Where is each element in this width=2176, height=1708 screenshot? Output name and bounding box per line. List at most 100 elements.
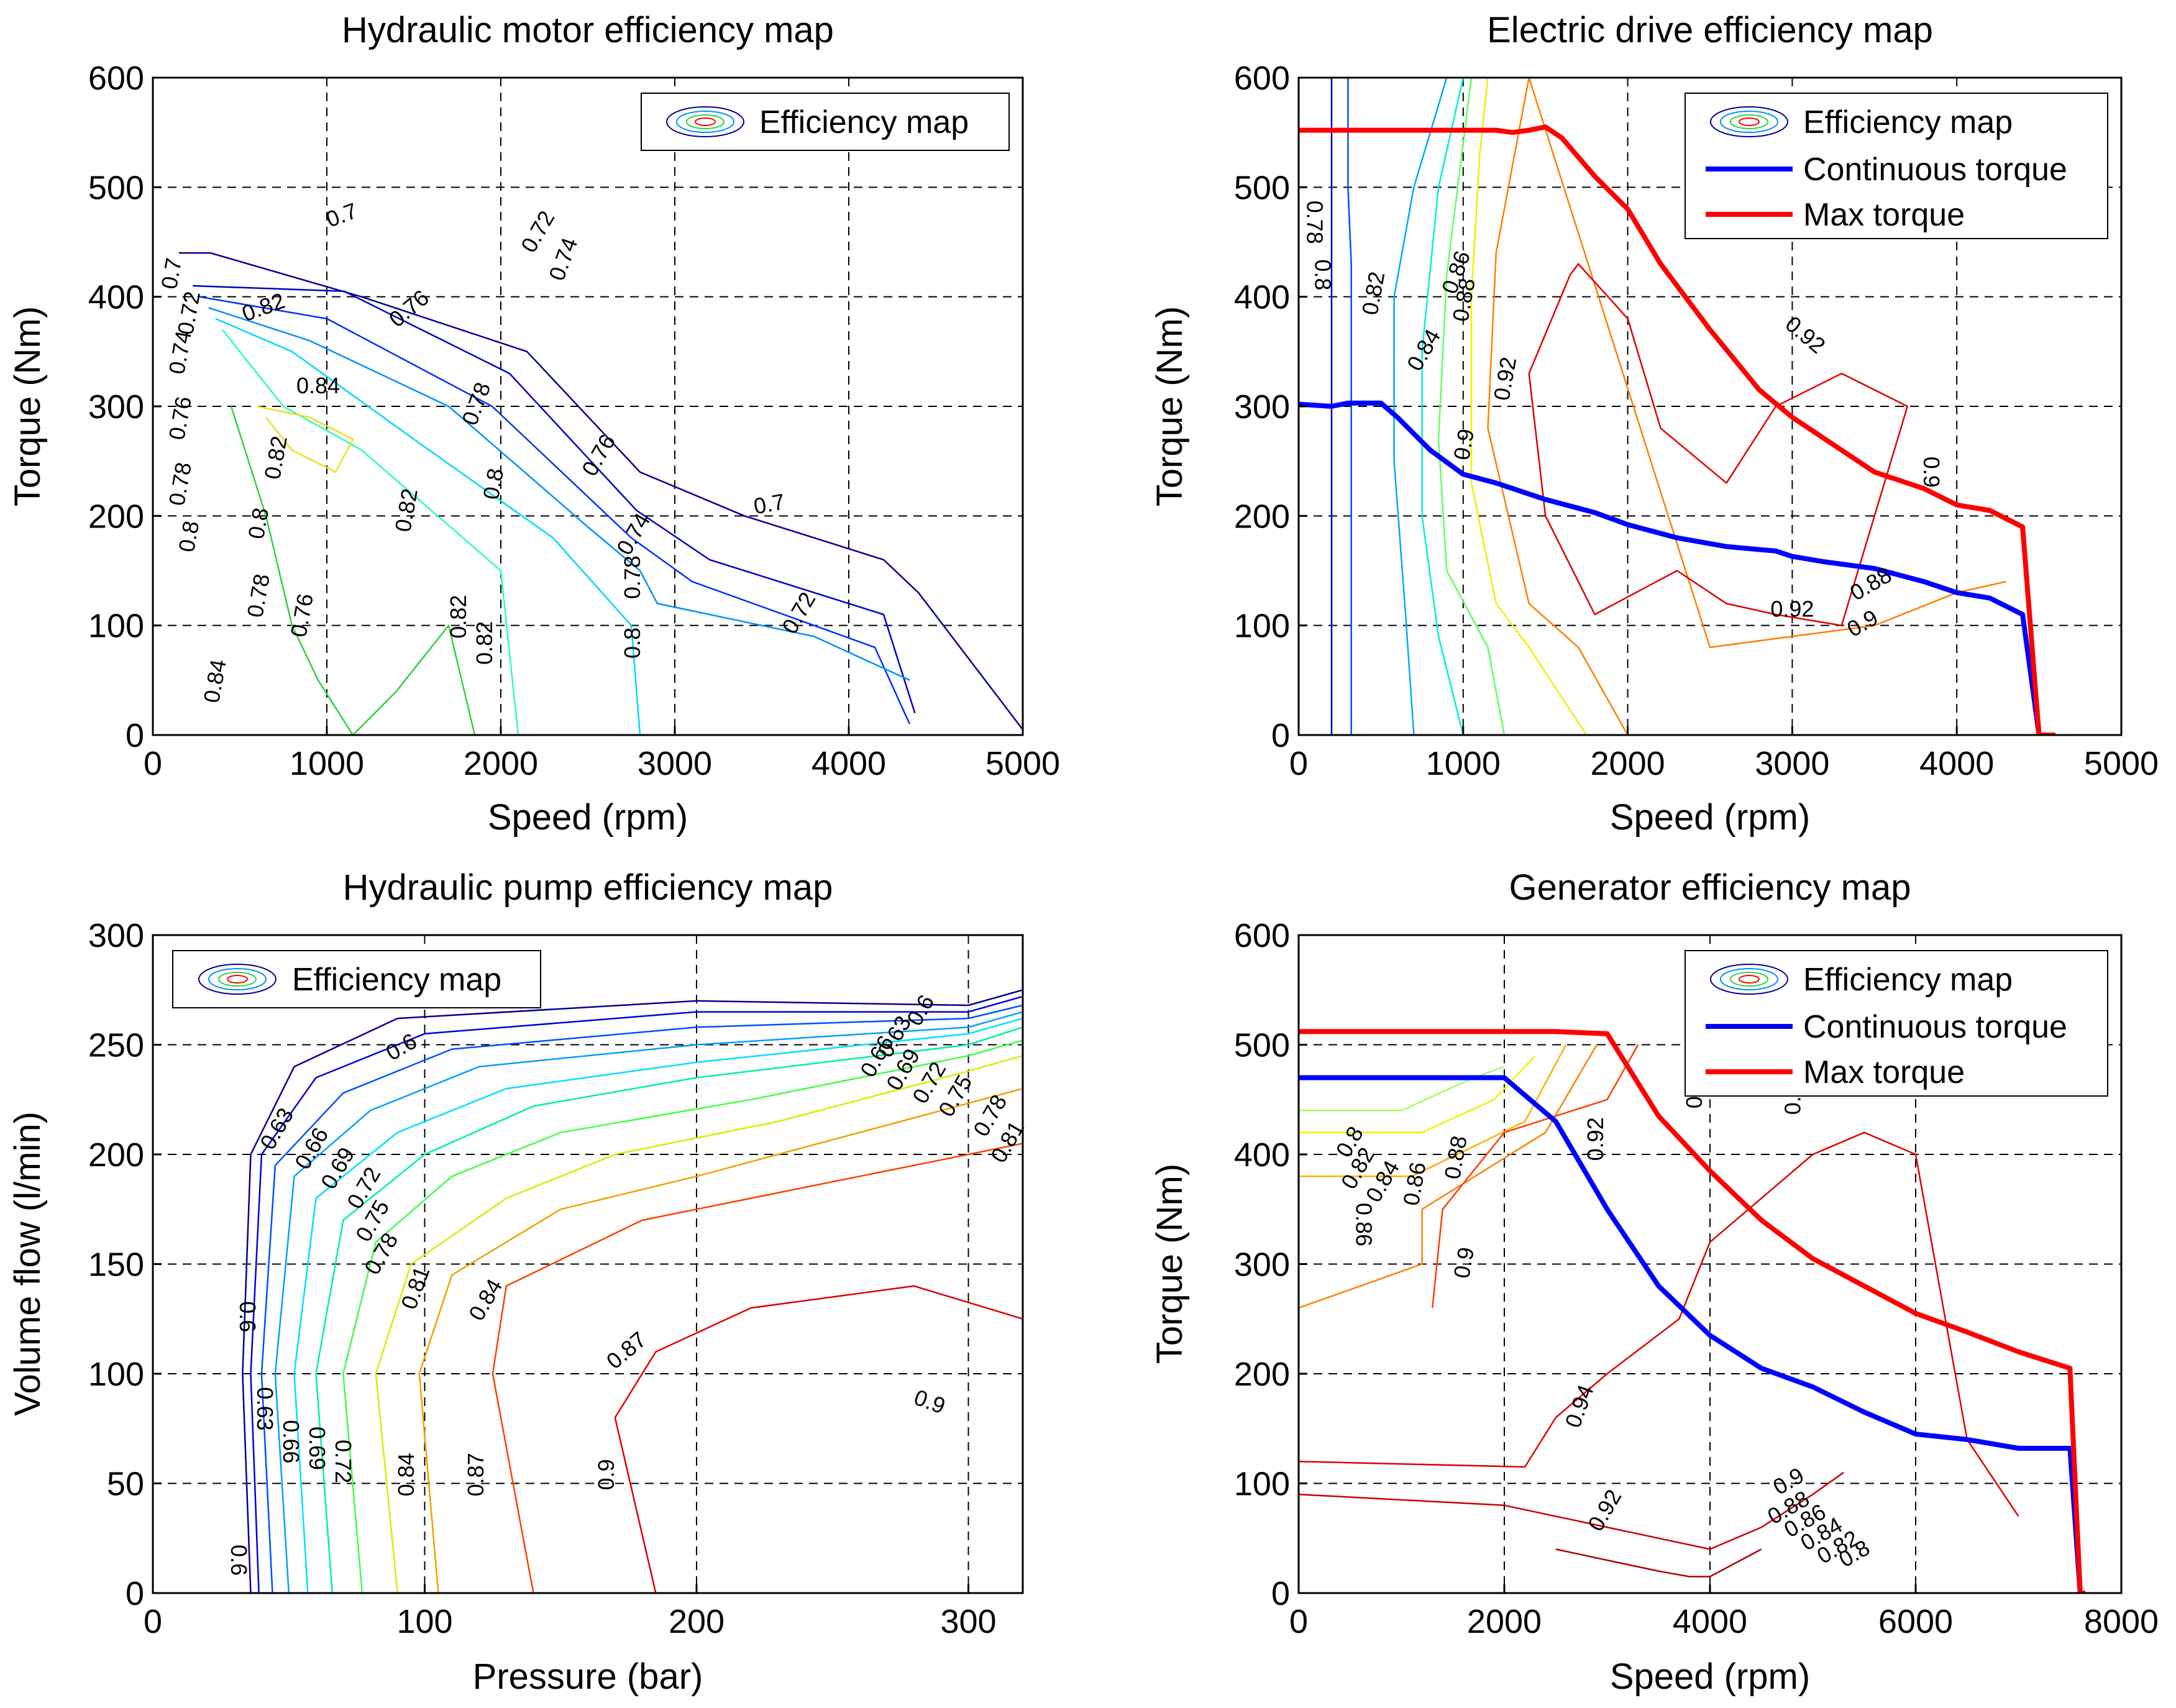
y-tick-label: 500 [1234,1027,1290,1064]
panel-title: Generator efficiency map [1509,867,1911,908]
y-tick-label: 500 [1234,169,1290,206]
legend-contour-icon [198,964,277,995]
x-tick-label: 4000 [811,745,886,782]
contour-label: 0.8 [1310,259,1335,290]
contour-label: 0.8 [619,628,645,659]
y-axis-label: Torque (Nm) [1150,1164,1190,1364]
x-tick-label: 4000 [1919,745,1994,782]
legend-entry-continuous: Continuous torque [1803,152,2067,188]
series-max-torque [1299,124,2056,735]
y-tick-label: 0 [126,717,144,754]
x-tick-label: 1000 [1426,745,1501,782]
x-tick-label: 3000 [1755,745,1829,782]
panel-title: Hydraulic motor efficiency map [342,10,834,50]
legend-entry-max: Max torque [1803,197,1965,233]
x-axis-label: Pressure (bar) [473,1656,703,1697]
contour-labels: 0.80.820.840.860.880.90.920.940.920.90.8… [1331,1071,1874,1572]
contour-line-0.78 [215,317,641,735]
x-ticks: 0 1000 2000 3000 4000 5000 [1289,726,2159,782]
legend-entry-efficiency: Efficiency map [1803,104,2013,140]
panel-generator: Generator efficiency map 0.80.820.840.86… [1150,867,2159,1697]
x-tick-label: 300 [940,1603,996,1640]
y-tick-label: 300 [1234,388,1290,426]
y-tick-label: 400 [88,279,144,316]
contour-label: 0.63 [252,1387,278,1430]
contour-line-0.76 [208,307,910,681]
panel-hydraulic-motor: Hydraulic motor efficiency map 0.70.720.… [7,10,1060,838]
grid [153,78,1023,735]
x-axis-label: Speed (rpm) [1610,1656,1810,1697]
x-tick-label: 0 [1289,745,1308,782]
y-tick-label: 600 [1234,60,1290,97]
x-tick-label: 2000 [1467,1603,1542,1640]
contour-line-0.86 [1299,1044,1598,1309]
legend: Efficiency map [172,950,541,1008]
contour-line-0.92 [1299,1471,1844,1550]
contour-label: 0.8 [173,519,204,554]
contour-line-0.82 [1393,78,1448,735]
y-tick-label: 0 [1271,1575,1290,1612]
legend-contour-icon [666,106,744,137]
series-continuous-torque [1299,400,2042,735]
legend-contour-icon [1710,964,1788,995]
legend-entry-efficiency: Efficiency map [1803,962,2013,998]
contour-line-0.84 [418,1087,1023,1593]
legend: Efficiency map [641,93,1010,151]
contour-labels: 0.60.630.660.690.720.750.780.81 0.840.870… [226,990,1029,1576]
y-tick-label: 100 [88,1356,144,1393]
y-tick-label: 200 [88,498,144,535]
legend: Efficiency map Continuous torque Max tor… [1685,950,2108,1097]
y-tick-label: 500 [88,169,144,206]
panel-hydraulic-pump: Hydraulic pump efficiency map 0.60.630.6… [7,867,1029,1697]
contour-label: 0.82 [472,621,497,665]
contour-line-0.9 [1487,78,2006,735]
contour-line-0.66 [260,1004,1023,1593]
contour-line-0.63 [250,995,1023,1593]
contour-label: 0.9 [593,1459,619,1490]
contour-line-0.6 [242,989,1023,1593]
contour-label: 0.9 [1919,457,1944,488]
x-tick-label: 0 [1289,1603,1308,1640]
contour-line-0.94 [1555,1548,1762,1578]
y-tick-label: 200 [88,1136,144,1174]
contour-label: 0.78 [1302,201,1327,244]
contour-label: 0.8 [243,506,273,541]
contour-line-0.84 [1421,78,1465,735]
contour-line-0.81 [375,1054,1023,1593]
series-group [242,989,1023,1593]
x-tick-label: 2000 [1591,745,1665,782]
contour-label: 0.7 [752,488,787,519]
panel-title: Electric drive efficiency map [1487,10,1933,50]
x-tick-label: 0 [144,745,162,782]
y-tick-label: 600 [1234,917,1290,954]
x-tick-label: 0 [144,1603,162,1640]
contour-line-0.87 [491,1143,1023,1593]
contour-label: 0.6 [235,1301,260,1332]
x-ticks: 0 1000 2000 3000 4000 5000 [144,726,1060,782]
panel-electric-drive: Electric drive efficiency map 0.780.8 0.8… [1150,10,2159,838]
contour-label: 0.92 [1583,1117,1608,1161]
contour-label: 0.86 [1351,1203,1377,1246]
y-tick-label: 250 [88,1027,144,1064]
x-tick-label: 8000 [2084,1603,2159,1640]
panel-title: Hydraulic pump efficiency map [343,867,833,908]
y-axis-label: Torque (Nm) [1150,306,1190,506]
contour-line-0.72 [193,285,916,714]
contour-line-0.72 [293,1017,1023,1593]
legend-entry-max: Max torque [1803,1054,1965,1090]
contour-label: 0.84 [393,1453,419,1496]
y-tick-label: 200 [1234,498,1290,535]
y-axis-label: Torque (Nm) [7,306,48,506]
y-ticks: 0 50 100 150 200 250 300 [88,917,162,1612]
y-ticks: 0 100 200 300 400 500 600 [88,60,162,754]
y-tick-label: 100 [1234,1466,1290,1503]
y-tick-label: 0 [126,1575,144,1612]
y-ticks: 0 100 200 300 400 500 600 [1234,917,1307,1612]
legend-entry-efficiency: Efficiency map [759,104,969,140]
legend: Efficiency map Continuous torque Max tor… [1685,93,2108,239]
y-tick-label: 300 [1234,1246,1290,1284]
contour-line-0.7 [179,252,1023,730]
y-tick-label: 0 [1271,717,1290,754]
series-group [1299,1029,2086,1593]
